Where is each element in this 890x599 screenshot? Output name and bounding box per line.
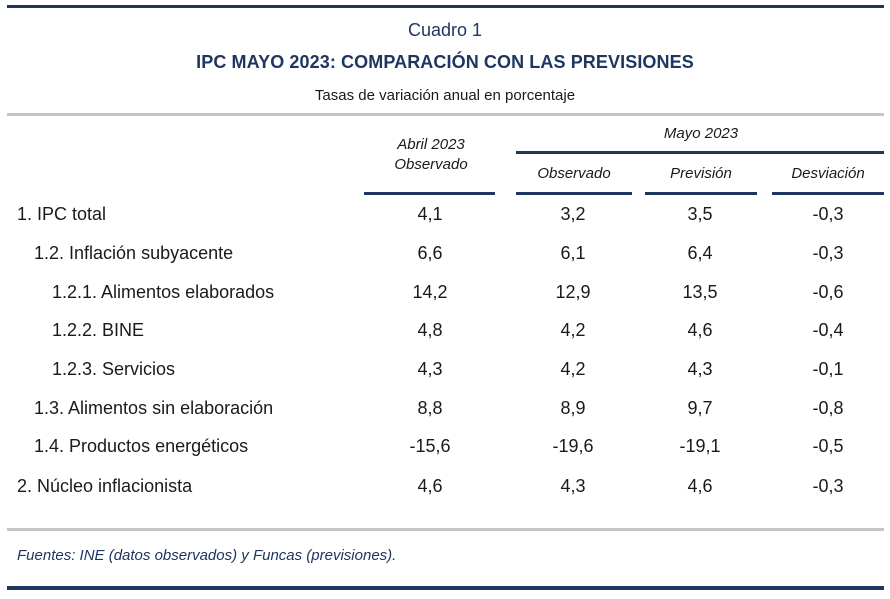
col-group-mayo: Mayo 2023 [663,125,739,142]
table-subtitle: Tasas de variación anual en porcentaje [314,87,576,104]
cell-prevision: 13,5 [682,282,718,302]
row-label: 2. Núcleo inflacionista [17,476,193,496]
cell-desviacion: -0,5 [812,436,844,456]
row-label: 1. IPC total [17,204,107,224]
mayo-group-underline [516,151,884,154]
cell-abril: 4,3 [417,359,443,379]
cell-abril: 4,1 [417,204,443,224]
cell-desviacion: -0,6 [812,282,844,302]
cell-prevision: 3,5 [687,204,713,224]
mayo-desviacion-underline [772,192,884,195]
cell-observado: 3,2 [560,204,586,224]
cell-observado: 8,9 [560,398,586,418]
cell-prevision: 4,6 [687,476,713,496]
cell-observado: -19,6 [552,436,594,456]
cell-prevision: 4,3 [687,359,713,379]
cell-desviacion: -0,4 [812,320,844,340]
cell-observado: 4,2 [560,320,586,340]
row-label: 1.2.2. BINE [52,320,145,340]
source-note: Fuentes: INE (datos observados) y Funcas… [17,547,397,564]
row-label: 1.2. Inflación subyacente [34,243,234,263]
cell-observado: 6,1 [560,243,586,263]
mayo-observado-underline [516,192,632,195]
col-header-mayo-observado: Observado [537,165,611,182]
cell-desviacion: -0,3 [812,476,844,496]
footer-rule [7,528,884,531]
cell-desviacion: -0,8 [812,398,844,418]
mayo-prevision-underline [645,192,757,195]
cell-prevision: 6,4 [687,243,713,263]
cell-desviacion: -0,3 [812,243,844,263]
cell-prevision: 4,6 [687,320,713,340]
col-header-mayo-desviacion: Desviación [791,165,865,182]
row-label: 1.4. Productos energéticos [34,436,249,456]
cell-abril: 4,8 [417,320,443,340]
cell-desviacion: -0,1 [812,359,844,379]
cell-prevision: -19,1 [679,436,721,456]
col-header-abril-line1: Abril 2023 [397,136,465,153]
col-header-abril: Abril 2023 Observado [364,135,498,175]
col-header-mayo-prevision: Previsión [670,165,732,182]
top-rule [7,5,884,8]
cell-observado: 4,3 [560,476,586,496]
col-header-abril-line2: Observado [394,156,468,173]
cell-observado: 12,9 [555,282,591,302]
cell-abril: -15,6 [409,436,451,456]
row-label: 1.2.3. Servicios [52,359,176,379]
cell-abril: 8,8 [417,398,443,418]
row-label: 1.2.1. Alimentos elaborados [52,282,275,302]
header-rule [7,113,884,116]
bottom-rule [7,586,884,590]
cell-abril: 4,6 [417,476,443,496]
cell-abril: 6,6 [417,243,443,263]
table-title: IPC MAYO 2023: COMPARACIÓN CON LAS PREVI… [196,52,694,72]
table-number: Cuadro 1 [407,20,483,40]
row-label: 1.3. Alimentos sin elaboración [34,398,274,418]
cell-abril: 14,2 [412,282,448,302]
abril-underline [364,192,495,195]
cell-desviacion: -0,3 [812,204,844,224]
cell-observado: 4,2 [560,359,586,379]
cell-prevision: 9,7 [687,398,713,418]
